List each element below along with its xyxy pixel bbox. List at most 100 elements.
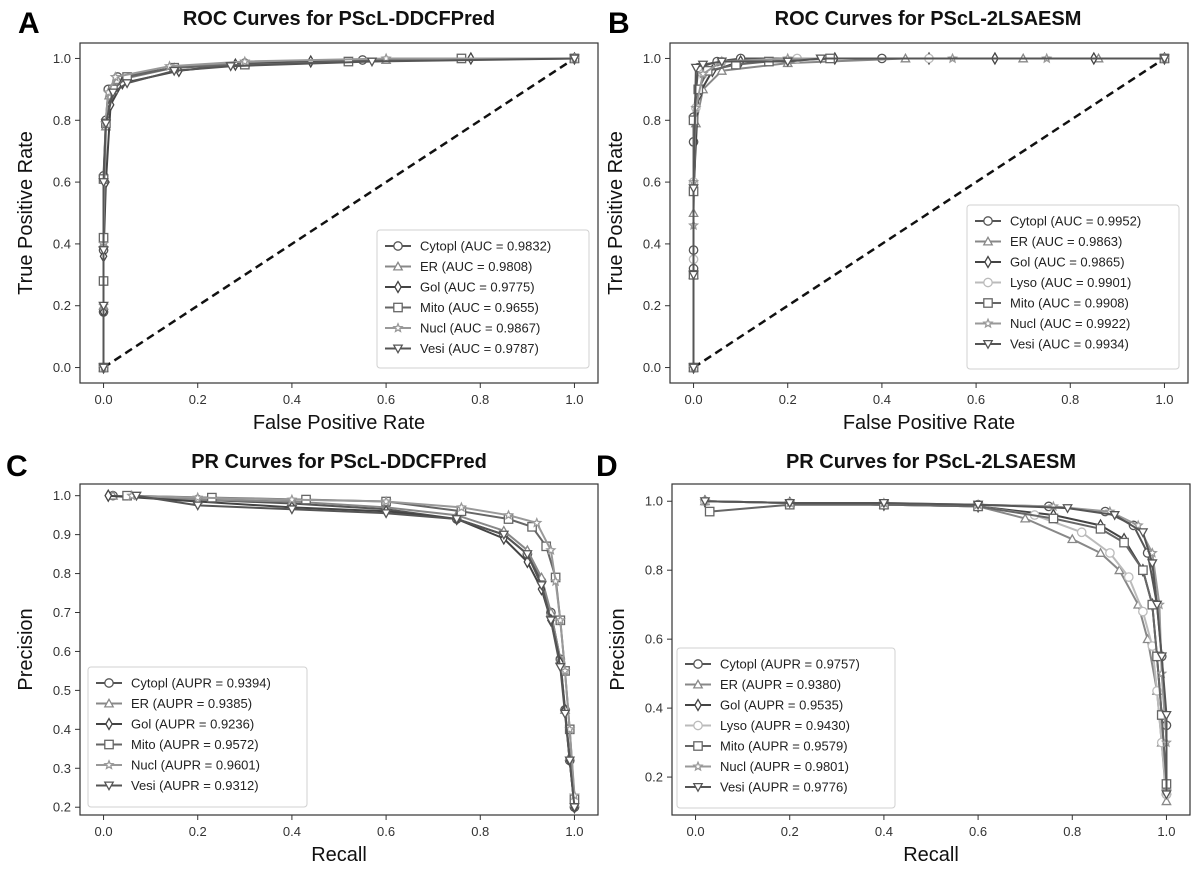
x-tick-label: 0.6 (377, 392, 395, 407)
legend-item: Mito (AUC = 0.9908) (975, 296, 1129, 311)
legend-item: Cytopl (AUPR = 0.9394) (96, 676, 271, 691)
diamond-marker-icon (984, 255, 992, 269)
y-axis-label: True Positive Rate (605, 131, 627, 295)
panel-letter: B (608, 7, 630, 40)
legend-item: Gol (AUC = 0.9775) (385, 280, 535, 295)
data-point (1114, 564, 1125, 575)
data-point (451, 515, 463, 525)
legend-label: Mito (AUC = 0.9908) (1010, 296, 1129, 311)
data-point (878, 498, 890, 509)
x-tick-label: 1.0 (1155, 392, 1173, 407)
data-point (502, 509, 515, 521)
legend-label: Gol (AUC = 0.9775) (420, 280, 535, 295)
data-point (286, 505, 298, 515)
data-point (690, 63, 702, 74)
data-point (688, 363, 699, 374)
data-point (380, 495, 392, 507)
data-point (704, 506, 715, 517)
x-axis-label: False Positive Rate (253, 412, 425, 434)
data-point (1019, 512, 1031, 523)
x-tick-label: 0.6 (377, 824, 395, 839)
data-point (564, 756, 576, 767)
data-point (1137, 528, 1149, 538)
data-point (1076, 527, 1087, 538)
x-tick-label: 0.8 (1063, 824, 1081, 839)
triangle-down-marker-icon (982, 339, 994, 350)
data-point (98, 246, 109, 256)
data-point (536, 581, 547, 591)
circle-marker-icon (104, 678, 114, 688)
legend-label: ER (AUPR = 0.9380) (720, 677, 841, 692)
x-axis-label: False Positive Rate (843, 412, 1015, 434)
legend-item: Nucl (AUC = 0.9867) (385, 321, 540, 336)
y-tick-label: 0.6 (643, 175, 661, 190)
data-point (163, 60, 176, 71)
legend-label: Mito (AUPR = 0.9572) (131, 737, 259, 752)
square-marker-icon (104, 739, 114, 750)
legend-label: Vesi (AUPR = 0.9312) (131, 778, 259, 793)
data-point (688, 270, 699, 281)
y-tick-label: 0.2 (645, 770, 663, 785)
legend-label: Gol (AUPR = 0.9535) (720, 698, 843, 713)
circle-marker-icon (983, 277, 993, 288)
x-tick-label: 0.0 (687, 824, 705, 839)
legend-label: Vesi (AUC = 0.9934) (1010, 337, 1129, 352)
plot-marks (688, 51, 1170, 375)
x-tick-label: 0.2 (779, 392, 797, 407)
y-tick-label: 0.7 (53, 605, 71, 620)
x-tick-label: 0.4 (875, 824, 893, 839)
square-marker-icon (983, 298, 993, 308)
plot-marks (104, 488, 580, 814)
circle-marker-icon (983, 216, 993, 226)
series-vesi (131, 491, 580, 813)
y-tick-label: 0.9 (53, 527, 71, 542)
legend: Cytopl (AUPR = 0.9394) ER (AUPR = 0.9385)… (87, 666, 308, 808)
legend-item: ER (AUC = 0.9863) (975, 234, 1122, 249)
legend-label: ER (AUC = 0.9808) (420, 259, 532, 274)
legend-label: Cytopl (AUPR = 0.9757) (720, 657, 860, 672)
x-tick-label: 0.6 (969, 824, 987, 839)
legend-item: Vesi (AUPR = 0.9312) (96, 778, 259, 793)
data-point (699, 497, 711, 507)
star-marker-icon (982, 317, 994, 329)
data-point (1048, 513, 1059, 524)
panel-letter: C (6, 450, 28, 483)
x-axis-label: Recall (903, 844, 959, 866)
y-axis-label: Precision (15, 608, 37, 690)
data-point (782, 57, 794, 68)
x-tick-label: 1.0 (1157, 824, 1175, 839)
data-point (1147, 559, 1158, 569)
legend-item: Lyso (AUC = 0.9901) (975, 275, 1131, 290)
x-tick-label: 0.2 (189, 392, 207, 407)
y-tick-label: 0.8 (53, 566, 71, 581)
legend-label: Gol (AUPR = 0.9236) (131, 717, 254, 732)
y-tick-label: 0.4 (53, 236, 71, 251)
legend-item: Gol (AUPR = 0.9236) (96, 717, 254, 732)
legend-label: Gol (AUC = 0.9865) (1010, 255, 1125, 270)
legend-label: Lyso (AUPR = 0.9430) (720, 718, 850, 733)
legend-label: ER (AUC = 0.9863) (1010, 234, 1122, 249)
data-point (1138, 606, 1148, 617)
panel-letter: A (18, 7, 40, 40)
y-tick-label: 0.3 (53, 761, 71, 776)
data-point (972, 500, 984, 511)
legend-item: Vesi (AUC = 0.9787) (385, 341, 539, 356)
legend-label: Nucl (AUPR = 0.9601) (131, 758, 260, 773)
legend-item: Cytopl (AUPR = 0.9757) (685, 657, 860, 672)
triangle-up-marker-icon (392, 260, 404, 271)
data-point (98, 363, 109, 374)
data-point (104, 488, 113, 503)
x-tick-label: 0.0 (95, 392, 113, 407)
data-point (531, 516, 543, 528)
legend-box (966, 204, 1180, 370)
data-point (1161, 790, 1172, 800)
triangle-down-marker-icon (392, 344, 404, 355)
data-point (1161, 795, 1172, 806)
square-marker-icon (693, 741, 703, 751)
legend-label: Vesi (AUC = 0.9787) (420, 341, 539, 356)
legend-item: Vesi (AUPR = 0.9776) (685, 780, 848, 795)
circle-marker-icon (393, 241, 403, 251)
y-tick-label: 0.2 (53, 800, 71, 815)
diamond-marker-icon (105, 717, 113, 731)
data-point (1066, 533, 1078, 544)
